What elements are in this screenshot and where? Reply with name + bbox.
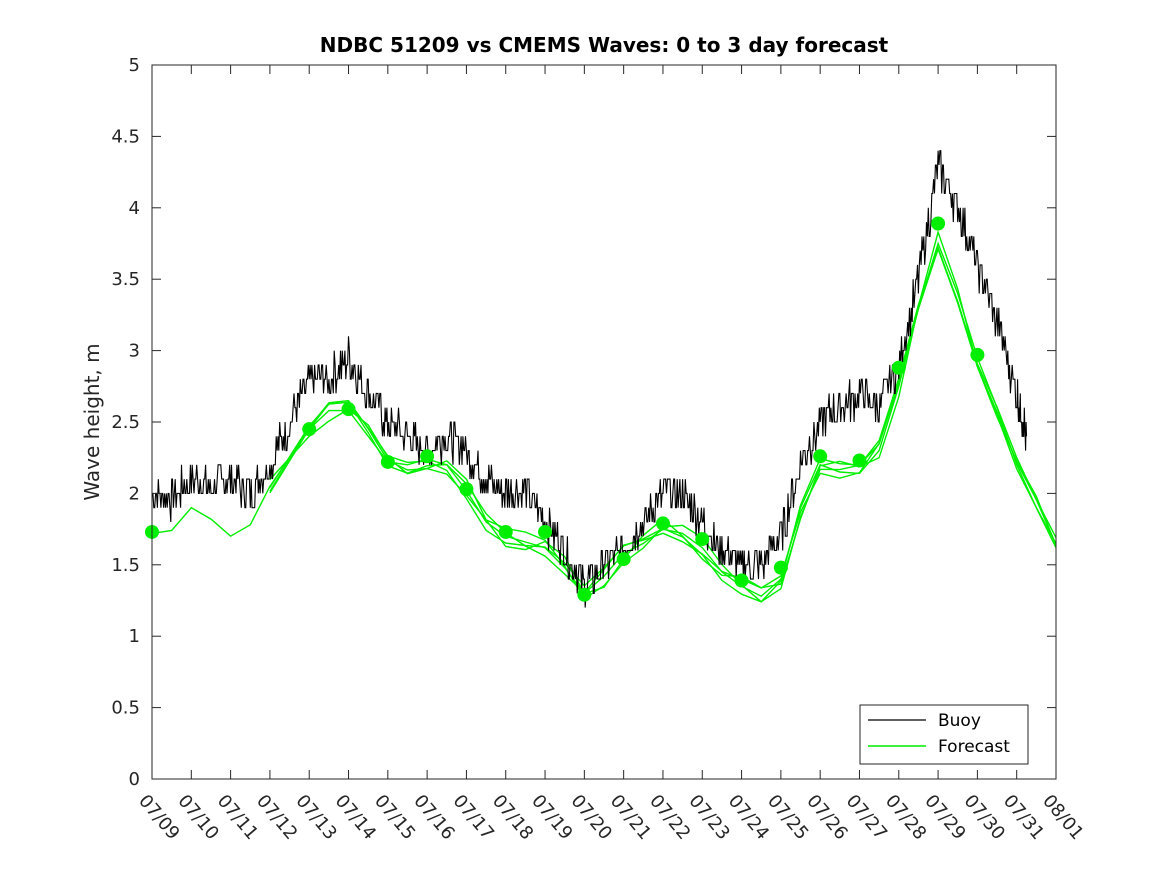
- forecast-marker: [498, 524, 513, 539]
- forecast-marker: [773, 560, 788, 575]
- y-tick-label: 4: [129, 198, 140, 219]
- forecast-line: [269, 246, 1057, 603]
- y-tick-label: 3.5: [111, 269, 140, 290]
- buoy-line: [152, 150, 1028, 608]
- forecast-marker: [420, 449, 435, 464]
- forecast-line: [269, 229, 1057, 595]
- y-tick-label: 0: [129, 769, 140, 790]
- y-tick-label: 1: [129, 626, 140, 647]
- forecast-marker: [616, 552, 631, 567]
- forecast-marker: [734, 573, 749, 588]
- buoy-series: [152, 150, 1028, 608]
- plot-area: [152, 65, 1056, 779]
- forecast-marker: [970, 347, 985, 362]
- forecast-marker: [380, 454, 395, 469]
- y-tick-label: 2: [129, 483, 140, 504]
- y-axis: 0 0.5 1 1.5 2 2.5 3 3.5 4 4.5 5: [111, 55, 1056, 790]
- y-tick-label: 4.5: [111, 126, 140, 147]
- forecast-marker: [655, 516, 670, 531]
- legend: Buoy Forecast: [859, 704, 1029, 765]
- y-tick-label: 1.5: [111, 555, 140, 576]
- forecast-marker: [931, 216, 946, 231]
- forecast-markers: [145, 216, 985, 602]
- y-tick-label: 5: [129, 55, 140, 76]
- forecast-marker: [813, 449, 828, 464]
- forecast-marker: [852, 453, 867, 468]
- y-tick-label: 0.5: [111, 698, 140, 719]
- forecast-marker: [891, 360, 906, 375]
- forecast-marker: [302, 422, 317, 437]
- forecast-marker: [459, 482, 474, 497]
- y-axis-label: Wave height, m: [80, 343, 104, 500]
- legend-box: [859, 704, 1029, 765]
- y-tick-label: 2.5: [111, 412, 140, 433]
- chart-title: NDBC 51209 vs CMEMS Waves: 0 to 3 day fo…: [320, 33, 889, 57]
- forecast-marker: [538, 524, 553, 539]
- forecast-marker: [695, 532, 710, 547]
- legend-forecast-label: Forecast: [938, 737, 1010, 757]
- forecast-marker: [577, 587, 592, 602]
- forecast-series: [151, 229, 1057, 603]
- y-tick-label: 3: [129, 341, 140, 362]
- legend-buoy-label: Buoy: [938, 711, 981, 731]
- forecast-marker: [341, 402, 356, 417]
